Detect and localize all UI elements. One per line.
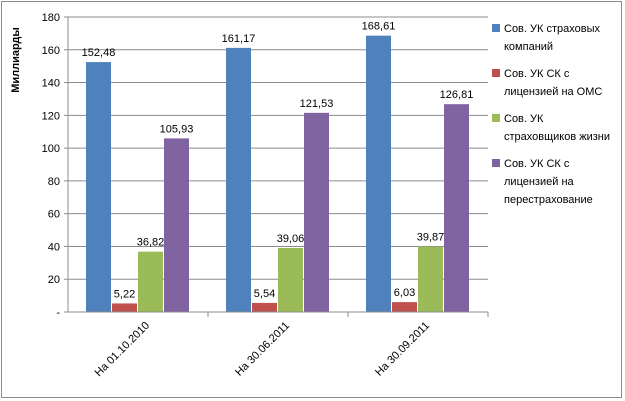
bar-series-4-1 [164, 138, 189, 312]
x-category-label: На 30.09.2011 [373, 320, 432, 379]
y-axis-ticks: - 20 40 60 80 100 120 140 160 180 [42, 12, 68, 319]
data-labels: 152,48 5,22 36,82 105,93 161,17 5,54 39,06 121,… [82, 21, 474, 301]
legend-swatch-2 [492, 69, 500, 77]
legend-label: Сов. УК СК с [504, 68, 570, 80]
y-tick-label: 20 [48, 274, 60, 286]
data-label: 39,87 [417, 232, 445, 244]
bar-series-3-2 [278, 247, 303, 312]
legend-swatch-3 [492, 114, 500, 122]
y-tick-label: 180 [42, 12, 60, 24]
y-tick-label: 100 [42, 143, 60, 155]
y-axis-title: Миллиарды [10, 27, 22, 93]
x-category-label: На 01.10.2010 [93, 320, 153, 380]
bar-series-2-3 [392, 302, 417, 312]
legend-label: Сов. УК СК с [504, 158, 570, 170]
legend-label: компаний [504, 41, 553, 53]
y-tick-label: 140 [42, 78, 60, 90]
data-label: 5,54 [254, 288, 275, 300]
bar-series-4-2 [304, 112, 329, 312]
data-label: 152,48 [82, 47, 116, 59]
bar-series-3-1 [138, 251, 163, 312]
bar-series-1-3 [366, 35, 391, 313]
x-category-label: На 30.06.2011 [233, 320, 292, 379]
legend-label: лицензией на [504, 176, 575, 188]
x-axis-categories: На 01.10.2010 На 30.06.2011 На 30.09.2011 [93, 320, 433, 380]
legend-label: страховщиков жизни [504, 131, 610, 143]
legend: Сов. УК страховых компаний Сов. УК СК с лиц… [492, 23, 610, 206]
y-tick-label: - [56, 307, 60, 319]
bar-series-2-1 [112, 303, 137, 312]
data-label: 121,53 [300, 98, 334, 110]
legend-label: перестрахование [504, 194, 593, 206]
data-label: 39,06 [277, 233, 305, 245]
bar-series-2-2 [252, 302, 277, 312]
y-tick-label: 60 [48, 209, 60, 221]
data-label: 126,81 [440, 89, 474, 101]
data-label: 161,17 [222, 33, 256, 45]
legend-swatch-4 [492, 159, 500, 167]
y-tick-label: 80 [48, 176, 60, 188]
legend-swatch-1 [492, 24, 500, 32]
legend-label: лицензией на ОМС [504, 86, 602, 98]
axes [67, 17, 489, 317]
legend-label: Сов. УК [504, 113, 544, 125]
data-label: 105,93 [160, 123, 194, 135]
y-tick-label: 40 [48, 241, 60, 253]
data-label: 5,22 [114, 288, 135, 300]
legend-label: Сов. УК страховых [504, 23, 600, 35]
bar-series-1-1 [86, 62, 111, 313]
bars [86, 35, 469, 313]
bar-series-3-3 [418, 246, 443, 312]
data-label: 6,03 [394, 287, 415, 299]
y-tick-label: 160 [42, 45, 60, 57]
bar-series-1-2 [226, 47, 251, 312]
y-tick-label: 120 [42, 110, 60, 122]
bar-series-4-3 [444, 104, 469, 312]
data-label: 168,61 [362, 21, 396, 33]
data-label: 36,82 [137, 237, 165, 249]
